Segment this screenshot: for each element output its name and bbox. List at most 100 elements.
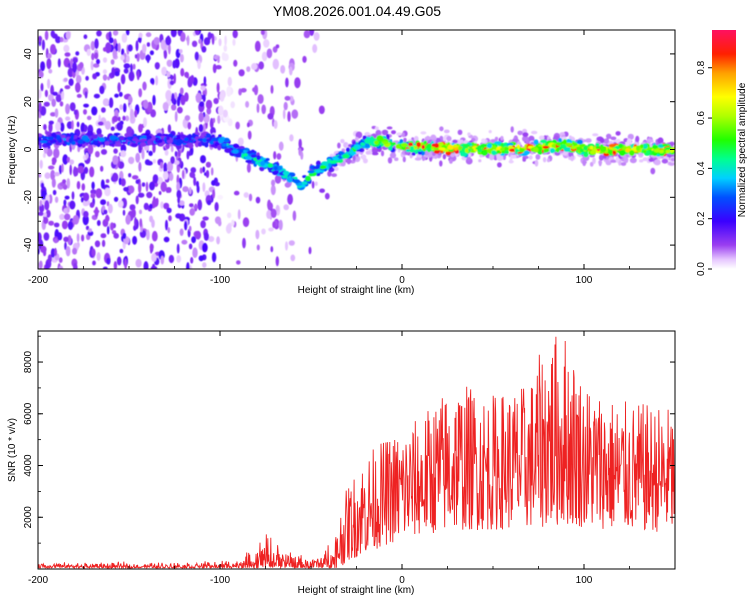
spectrogram-noise-cell	[121, 33, 128, 43]
spectrogram-ridge-cell	[205, 133, 210, 137]
spectrogram-ridge-cell	[45, 142, 53, 146]
spectrogram-noise-cell	[135, 179, 140, 184]
spectrogram-noise-cell	[218, 38, 222, 47]
spectrogram-ridge-cell	[565, 142, 573, 147]
spectrogram-noise-cell	[308, 246, 312, 255]
spectrogram-ridge-cell	[272, 170, 279, 176]
snr-ytick-label: 8000	[23, 350, 34, 373]
spectrogram-noise-cell	[38, 101, 42, 113]
spectrogram-ridge-cell	[625, 148, 631, 153]
spectrogram-ridge-cell	[260, 160, 266, 166]
spectrogram-noise-cell	[63, 199, 67, 206]
spectrogram-noise-cell	[280, 65, 286, 74]
spectrogram-band-cell	[508, 160, 514, 164]
spectrogram-noise-cell	[106, 225, 110, 235]
spectrogram-noise-cell	[251, 63, 258, 70]
spectrogram-noise-cell	[258, 61, 265, 70]
spectrogram-cells	[38, 30, 675, 269]
spectrogram-band-cell	[460, 139, 464, 145]
spectrogram-noise-cell	[176, 181, 181, 192]
spectrogram-noise-cell	[138, 144, 142, 154]
spectrogram-ridge-cell	[198, 142, 202, 147]
spectrogram-noise-cell	[54, 196, 59, 203]
spectrogram-ridge-cell	[391, 142, 396, 146]
spectrogram-noise-cell	[117, 116, 121, 122]
spectrogram-noise-cell	[71, 120, 74, 130]
spectrogram-band-cell	[449, 159, 453, 164]
spectrogram-noise-cell	[75, 82, 81, 93]
spectrogram-ridge-cell	[669, 148, 674, 154]
spectrogram-ridge-cell	[187, 134, 192, 140]
spectrogram-noise-cell	[195, 92, 202, 103]
spectrogram-noise-cell	[83, 109, 87, 115]
spectrogram-band-cell	[606, 133, 612, 139]
spectrogram-ridge-cell	[400, 142, 409, 148]
spectrogram-noise-cell	[110, 222, 114, 231]
spectrogram-noise-cell	[203, 37, 211, 46]
spectrogram-ridge-cell	[662, 143, 669, 147]
spectrogram-ridge-cell	[47, 136, 54, 141]
spectrogram-band-cell	[386, 126, 393, 130]
spectrogram-band-cell	[374, 126, 379, 131]
spectrogram-noise-cell	[245, 101, 250, 108]
spectrogram-band-cell	[661, 158, 669, 164]
spectrogram-ridge-cell	[607, 149, 613, 155]
spectrogram-noise-cell	[54, 108, 59, 118]
spectrogram-noise-cell	[217, 56, 220, 64]
spectrogram-band-cell	[620, 162, 627, 166]
spectrogram-noise-cell	[176, 189, 182, 199]
spectrogram-ridge-cell	[73, 134, 78, 140]
spectrogram-noise-cell	[127, 185, 135, 194]
spectrogram-noise-cell	[51, 178, 56, 188]
spectrogram-noise-cell	[225, 224, 232, 234]
spectrogram-noise-cell	[134, 54, 138, 59]
spectrogram-noise-cell	[62, 154, 69, 165]
spectrogram-noise-cell	[81, 183, 86, 191]
spectrogram-noise-cell	[243, 192, 249, 198]
spectrogram-ridge-cell	[556, 141, 561, 146]
spectrogram-ridge-cell	[373, 140, 379, 145]
spectrogram-ridge-cell	[353, 145, 359, 150]
spectrogram-ridge-cell	[416, 142, 421, 148]
spectrogram-noise-cell	[72, 247, 78, 255]
spectrogram-noise-cell	[122, 115, 126, 121]
spectrogram-noise-cell	[135, 40, 139, 52]
spectrogram-noise-cell	[122, 52, 128, 64]
spectrogram-noise-cell	[196, 184, 200, 194]
spectrogram-band-cell	[402, 156, 406, 163]
spectrogram-noise-cell	[256, 244, 260, 251]
spectrogram-noise-cell	[266, 48, 273, 59]
spectrogram-noise-cell	[199, 101, 205, 107]
spectrogram-noise-cell	[120, 150, 127, 158]
spectrogram-noise-cell	[190, 167, 197, 174]
spectrogram-noise-cell	[162, 102, 169, 111]
spectrogram-noise-cell	[50, 169, 56, 181]
spectrogram-noise-cell	[180, 32, 186, 42]
spectrogram-noise-cell	[222, 53, 229, 62]
spectrogram-noise-cell	[202, 262, 207, 268]
spectrogram-ridge-cell	[243, 153, 248, 157]
spectrogram-band-cell	[650, 167, 656, 175]
spectrogram-noise-cell	[38, 70, 44, 79]
spectrogram-noise-cell	[67, 235, 72, 245]
spectrogram-ridge-cell	[385, 134, 390, 140]
spectrogram-ridge-cell	[579, 148, 585, 153]
spectrogram-noise-cell	[68, 78, 74, 86]
spectrogram-noise-cell	[64, 242, 67, 250]
spectrogram-noise-cell	[188, 225, 192, 232]
spectrogram-noise-cell	[186, 150, 190, 160]
spectrogram-band-cell	[542, 157, 547, 163]
spectrogram-ridge-cell	[563, 147, 570, 152]
spectrogram-ridge-cell	[589, 145, 594, 150]
spectrogram-band-cell	[446, 135, 452, 142]
spectrogram-noise-cell	[141, 148, 145, 160]
spectrogram-noise-cell	[136, 70, 140, 81]
spectrogram-noise-cell	[90, 40, 96, 51]
spectrogram-noise-cell	[128, 173, 132, 178]
spectrogram-noise-cell	[195, 230, 201, 240]
spectrogram-ridge-cell	[351, 151, 357, 155]
spectrogram-noise-cell	[102, 57, 108, 63]
spectrogram-xtick-label: -100	[210, 275, 230, 286]
spectrogram-noise-cell	[165, 219, 168, 231]
spectrogram-band-cell	[592, 157, 596, 165]
